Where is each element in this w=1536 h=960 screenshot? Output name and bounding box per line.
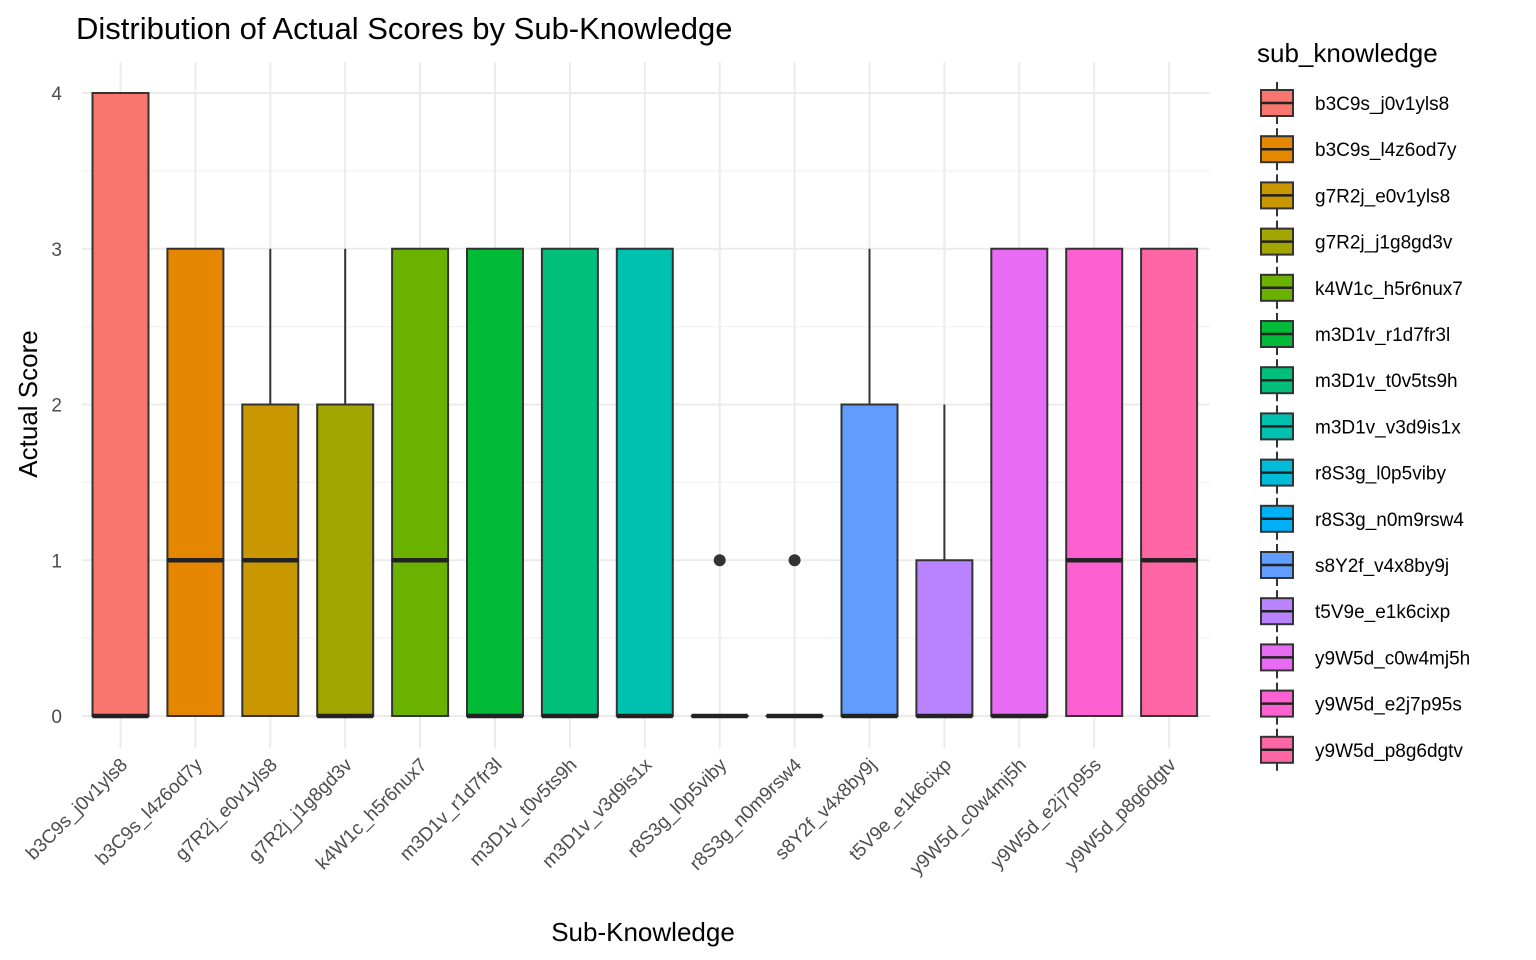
y-axis-ticks: 0 1 2 3 4: [51, 84, 62, 728]
y-tick-label: 2: [51, 396, 62, 417]
box-g7R2j_j1g8gd3v: [316, 248, 375, 719]
box-body: [391, 247, 450, 717]
box-k4W1c_h5r6nux7: [391, 247, 450, 717]
legend-item-m3D1v_v3d9is1x: m3D1v_v3d9is1x: [1260, 405, 1461, 448]
box-body: [540, 247, 599, 717]
box-m3D1v_r1d7fr3l: [466, 247, 524, 719]
box-m3D1v_v3d9is1x: [615, 247, 674, 719]
legend-item-y9W5d_e2j7p95s: y9W5d_e2j7p95s: [1260, 682, 1462, 725]
y-tick-label: 1: [51, 551, 62, 572]
box-body: [316, 403, 375, 717]
legend-label: b3C9s_l4z6od7y: [1315, 140, 1457, 161]
y-tick-label: 4: [51, 84, 62, 105]
box-body: [990, 247, 1049, 717]
legend-item-y9W5d_c0w4mj5h: y9W5d_c0w4mj5h: [1260, 636, 1470, 679]
legend-item-k4W1c_h5r6nux7: k4W1c_h5r6nux7: [1260, 266, 1463, 309]
legend-item-g7R2j_e0v1yls8: g7R2j_e0v1yls8: [1260, 174, 1450, 217]
box-t5V9e_e1k6cixp: [915, 404, 974, 719]
legend-item-r8S3g_n0m9rsw4: r8S3g_n0m9rsw4: [1260, 497, 1464, 540]
chart-title: Distribution of Actual Scores by Sub-Kno…: [76, 11, 733, 46]
box-outlier-point: [788, 554, 801, 567]
box-m3D1v_t0v5ts9h: [540, 247, 599, 719]
box-r8S3g_n0m9rsw4: [765, 554, 824, 719]
legend-title: sub_knowledge: [1257, 38, 1438, 68]
box-b3C9s_j0v1yls8: [91, 92, 150, 719]
legend-label: r8S3g_l0p5viby: [1315, 464, 1446, 485]
legend-item-t5V9e_e1k6cixp: t5V9e_e1k6cixp: [1260, 590, 1450, 633]
box-g7R2j_e0v1yls8: [241, 248, 300, 717]
y-axis-title: Actual Score: [13, 330, 43, 477]
legend-label: t5V9e_e1k6cixp: [1315, 602, 1450, 623]
y-tick-label: 3: [51, 240, 62, 261]
legend-item-y9W5d_p8g6dgtv: y9W5d_p8g6dgtv: [1260, 728, 1463, 771]
plot-boxes: [91, 92, 1199, 719]
box-s8Y2f_v4x8by9j: [840, 248, 899, 719]
box-body: [915, 559, 974, 717]
box-body: [615, 247, 674, 717]
legend-item-b3C9s_l4z6od7y: b3C9s_l4z6od7y: [1260, 128, 1457, 171]
legend-label: m3D1v_v3d9is1x: [1315, 417, 1461, 438]
legend-label: k4W1c_h5r6nux7: [1315, 279, 1463, 300]
legend-item-r8S3g_l0p5viby: r8S3g_l0p5viby: [1260, 451, 1446, 494]
legend-item-g7R2j_j1g8gd3v: g7R2j_j1g8gd3v: [1260, 220, 1453, 263]
legend-label: g7R2j_j1g8gd3v: [1315, 233, 1453, 254]
legend-label: y9W5d_c0w4mj5h: [1315, 648, 1470, 669]
legend-label: y9W5d_p8g6dgtv: [1315, 741, 1463, 762]
box-body: [91, 92, 150, 717]
box-body: [466, 247, 524, 717]
box-y9W5d_c0w4mj5h: [990, 247, 1049, 719]
legend-item-b3C9s_j0v1yls8: b3C9s_j0v1yls8: [1260, 82, 1449, 124]
legend: b3C9s_j0v1yls8 b3C9s_l4z6od7y g7R2j_e0v1yl…: [1260, 82, 1470, 771]
x-axis-title: Sub-Knowledge: [551, 917, 735, 947]
y-tick-label: 0: [51, 707, 62, 728]
legend-label: r8S3g_n0m9rsw4: [1315, 510, 1464, 531]
legend-label: y9W5d_e2j7p95s: [1315, 695, 1462, 716]
box-body: [1065, 247, 1124, 717]
legend-label: m3D1v_t0v5ts9h: [1315, 371, 1458, 392]
legend-label: m3D1v_r1d7fr3l: [1315, 325, 1450, 346]
box-y9W5d_p8g6dgtv: [1140, 247, 1199, 717]
box-body: [166, 247, 225, 717]
box-outlier-point: [713, 554, 726, 567]
box-body: [840, 403, 899, 717]
box-body: [1140, 247, 1199, 717]
legend-label: b3C9s_j0v1yls8: [1315, 94, 1449, 115]
x-axis-ticks: b3C9s_j0v1yls8b3C9s_l4z6od7yg7R2j_e0v1yl…: [22, 754, 1181, 879]
legend-label: s8Y2f_v4x8by9j: [1315, 556, 1449, 577]
box-r8S3g_l0p5viby: [690, 554, 749, 719]
legend-label: g7R2j_e0v1yls8: [1315, 186, 1450, 207]
legend-item-m3D1v_r1d7fr3l: m3D1v_r1d7fr3l: [1260, 313, 1450, 355]
legend-item-m3D1v_t0v5ts9h: m3D1v_t0v5ts9h: [1260, 359, 1458, 402]
box-b3C9s_l4z6od7y: [166, 247, 225, 717]
legend-item-s8Y2f_v4x8by9j: s8Y2f_v4x8by9j: [1260, 544, 1449, 586]
box-y9W5d_e2j7p95s: [1065, 247, 1124, 717]
